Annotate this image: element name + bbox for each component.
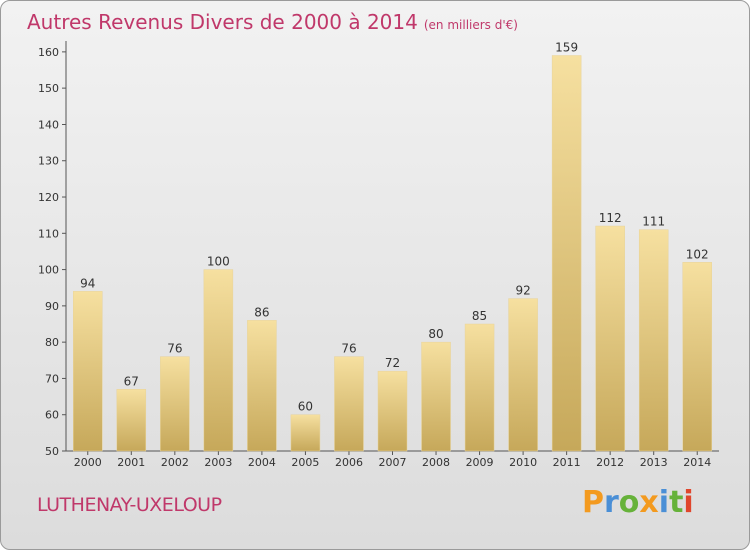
x-tick-label: 2003 [204, 456, 232, 469]
x-tick-label: 2012 [596, 456, 624, 469]
y-tick-label: 140 [38, 118, 59, 131]
y-tick-label: 60 [45, 409, 59, 422]
bar-value-label: 112 [599, 211, 622, 225]
bar-value-label: 159 [555, 41, 578, 55]
bar-value-label: 76 [341, 342, 356, 356]
bar [160, 356, 190, 452]
y-tick-label: 100 [38, 264, 59, 277]
y-tick-label: 80 [45, 336, 59, 349]
x-tick-label: 2009 [466, 456, 494, 469]
y-tick-label: 70 [45, 372, 59, 385]
bar-value-label: 102 [686, 247, 709, 261]
x-tick-label: 2013 [640, 456, 668, 469]
x-tick-label: 2004 [248, 456, 276, 469]
proxiti-logo: Proxiti [582, 485, 694, 520]
bar [682, 262, 712, 452]
commune-name: LUTHENAY-UXELOUP [37, 494, 222, 516]
logo-letter: t [669, 485, 684, 520]
x-tick-label: 2002 [161, 456, 189, 469]
x-tick-label: 2010 [509, 456, 537, 469]
bar [638, 229, 669, 452]
bar-value-label: 94 [80, 276, 95, 290]
x-tick-label: 2007 [379, 456, 407, 469]
bar-value-label: 111 [642, 215, 665, 229]
y-tick-label: 90 [45, 300, 59, 313]
bar-value-label: 76 [167, 342, 182, 356]
bar [73, 291, 103, 452]
y-tick-label: 120 [38, 191, 59, 204]
logo-letter: x [639, 485, 659, 520]
logo-letter: i [683, 485, 694, 520]
bar [377, 370, 408, 452]
bar-value-label: 85 [472, 309, 487, 323]
logo-letter: P [582, 485, 604, 520]
x-tick-label: 2006 [335, 456, 363, 469]
bar [464, 323, 495, 452]
y-tick-label: 50 [45, 445, 59, 458]
logo-letter: i [658, 485, 670, 520]
x-tick-label: 2011 [553, 456, 581, 469]
bar [334, 356, 364, 452]
x-tick-label: 2008 [422, 456, 450, 469]
y-tick-label: 150 [38, 82, 59, 95]
bar [247, 320, 277, 452]
x-tick-label: 2005 [291, 456, 319, 469]
bar [203, 269, 234, 452]
y-tick-label: 110 [38, 227, 59, 240]
x-tick-label: 2014 [683, 456, 711, 469]
y-tick-label: 160 [38, 46, 59, 59]
y-tick-label: 130 [38, 155, 59, 168]
bar [290, 414, 321, 452]
bar [508, 298, 538, 452]
bar-value-label: 92 [515, 284, 530, 298]
bar [595, 225, 625, 452]
bar-value-label: 86 [254, 305, 269, 319]
chart-title-text: Autres Revenus Divers de 2000 à 2014 [27, 10, 418, 34]
bar-value-label: 60 [298, 400, 313, 414]
bar-value-label: 72 [385, 356, 400, 370]
bar-value-label: 67 [124, 374, 139, 388]
x-tick-label: 2000 [74, 456, 102, 469]
logo-letter: r [604, 485, 619, 520]
chart-title: Autres Revenus Divers de 2000 à 2014 (en … [27, 10, 518, 34]
bar [116, 389, 147, 452]
bar [421, 341, 451, 452]
bar-value-label: 80 [428, 327, 443, 341]
bar [551, 55, 582, 452]
logo-letter: o [618, 485, 640, 520]
x-tick-label: 2001 [117, 456, 145, 469]
bar-value-label: 100 [207, 255, 230, 269]
chart-unit: (en milliers d'€) [423, 18, 518, 32]
